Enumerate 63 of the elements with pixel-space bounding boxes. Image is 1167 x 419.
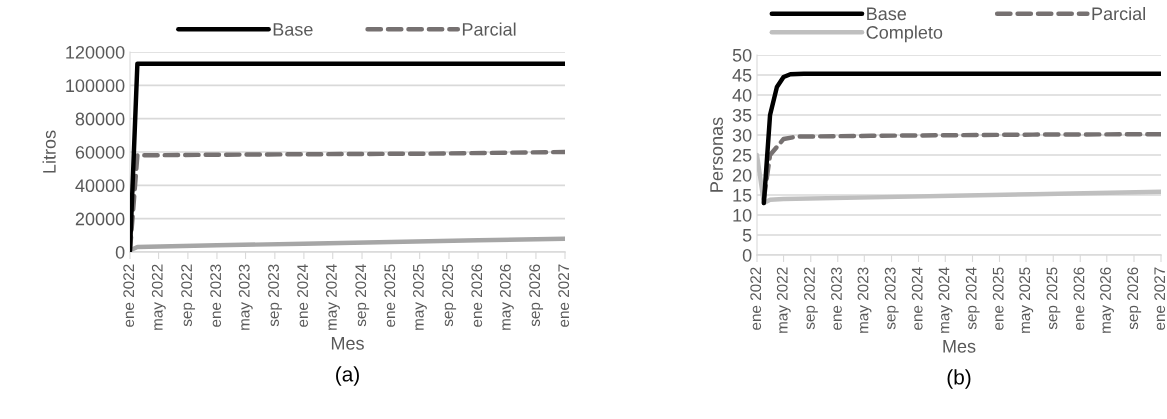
x-axis-title: Mes	[943, 340, 976, 353]
legend-label: Parcial	[1092, 6, 1145, 21]
y-tick-label: 0	[742, 248, 752, 262]
y-tick-label: 25	[732, 148, 752, 162]
x-tick-label: ene 2022	[123, 264, 135, 327]
y-tick-label: 10	[733, 208, 752, 222]
legend-label: Base	[867, 7, 907, 21]
x-tick-label: may 2025	[1019, 267, 1034, 333]
x-tick-label: ene 2025	[384, 264, 396, 327]
line-series	[761, 71, 1161, 206]
y-tick-label: 40000	[75, 179, 125, 193]
y-tick-label: 50	[732, 48, 752, 62]
legend-label: Completo	[866, 25, 943, 43]
y-tick-label: 40	[732, 88, 752, 102]
x-tick-label: sep 2025	[442, 264, 457, 327]
x-tick-label: sep 2026	[529, 264, 544, 327]
line-series	[757, 152, 1161, 206]
y-tick-label: 60000	[75, 145, 125, 159]
legend-label: Parcial	[462, 22, 516, 36]
x-tick-label: sep 2022	[804, 267, 818, 330]
y-tick-label: 80000	[75, 112, 125, 126]
x-tick-label: sep 2024	[965, 267, 980, 330]
x-tick-label: may 2022	[776, 267, 791, 333]
y-tick-label: 15	[733, 189, 752, 202]
x-tick-label: ene 2026	[1073, 267, 1085, 330]
x-tick-label: sep 2026	[1127, 267, 1142, 330]
x-tick-label: sep 2023	[884, 267, 899, 330]
y-axis-title: Litros	[42, 130, 56, 173]
x-tick-label: may 2022	[151, 264, 166, 330]
y-tick-label: 120000	[66, 45, 125, 59]
y-tick-label: 20000	[75, 212, 125, 226]
x-tick-label: ene 2023	[210, 264, 222, 327]
legend-label: Base	[273, 23, 313, 36]
x-tick-label: ene 2027	[1154, 267, 1166, 330]
y-axis-title: Personas	[710, 117, 723, 192]
y-tick-label: 20	[732, 168, 752, 182]
x-tick-label: sep 2023	[268, 264, 282, 327]
text: (a)	[336, 366, 359, 386]
x-tick-label: may 2024	[938, 267, 953, 333]
x-tick-label: sep 2025	[1046, 267, 1061, 330]
x-tick-label: ene 2023	[831, 267, 842, 330]
x-tick-label: may 2026	[1100, 267, 1114, 333]
text: (b)	[947, 369, 971, 389]
x-tick-label: may 2026	[499, 264, 514, 330]
x-tick-label: ene 2024	[297, 264, 309, 327]
y-tick-label: 35	[732, 108, 752, 122]
y-tick-label: 30	[732, 128, 752, 142]
x-tick-label: ene 2026	[471, 264, 483, 327]
x-tick-label: ene 2027	[558, 264, 570, 327]
x-tick-label: may 2023	[857, 267, 872, 333]
y-tick-label: 5	[742, 229, 752, 242]
y-tick-label: 0	[115, 245, 125, 259]
x-tick-label: ene 2024	[911, 267, 923, 330]
x-tick-label: ene 2022	[750, 267, 762, 330]
x-tick-label: sep 2022	[181, 264, 196, 327]
x-tick-label: sep 2024	[355, 264, 370, 327]
y-tick-label: 100000	[66, 79, 125, 93]
x-tick-label: may 2023	[238, 264, 253, 330]
x-tick-label: ene 2025	[992, 267, 1004, 330]
y-tick-label: 45	[732, 69, 752, 82]
x-tick-label: may 2024	[326, 264, 340, 330]
x-axis-title: Mes	[331, 337, 364, 350]
x-tick-label: may 2025	[412, 264, 427, 330]
